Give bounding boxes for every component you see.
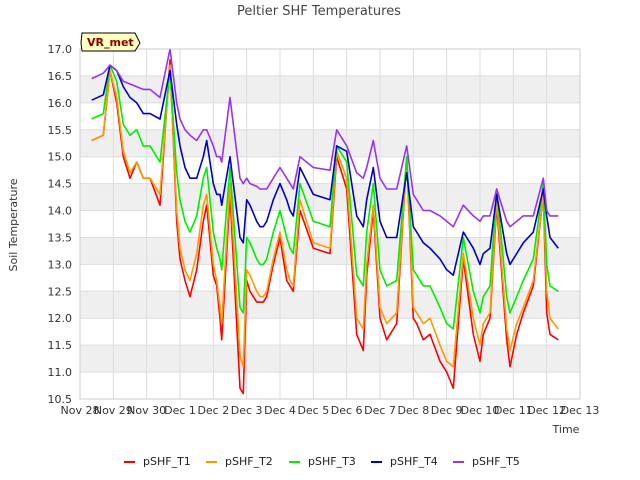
x-tick-label: Dec 9: [431, 404, 463, 417]
x-tick-label: Dec 10: [461, 404, 500, 417]
legend: pSHF_T1 pSHF_T2 pSHF_T3 pSHF_T4 pSHF_T5: [124, 455, 520, 468]
legend-label-pSHF_T5: pSHF_T5: [472, 455, 520, 468]
legend-label-pSHF_T1: pSHF_T1: [143, 455, 191, 468]
y-tick-label: 11.5: [48, 339, 73, 352]
background-band: [80, 291, 580, 319]
x-axis-label: Time: [552, 423, 580, 436]
x-tick-label: Dec 1: [164, 404, 196, 417]
site-badge-label: VR_met: [87, 36, 134, 49]
series-line-pSHF_T2: [91, 64, 559, 368]
x-tick-label: Dec 7: [364, 404, 396, 417]
y-tick-label: 16.0: [48, 97, 73, 110]
y-tick-label: 10.5: [48, 393, 73, 406]
legend-label-pSHF_T3: pSHF_T3: [308, 455, 356, 468]
x-tick-label: Nov 29: [94, 404, 133, 417]
y-tick-label: 15.5: [48, 124, 73, 137]
x-tick-label: Dec 2: [197, 404, 229, 417]
site-badge: VR_met: [80, 32, 141, 52]
x-tick-label: Nov 28: [61, 404, 100, 417]
series-line-pSHF_T4: [91, 64, 559, 277]
y-tick-label: 14.0: [48, 205, 73, 218]
x-tick-label: Dec 4: [264, 404, 296, 417]
y-tick-label: 13.5: [48, 231, 73, 244]
y-tick-label: 15.0: [48, 151, 73, 164]
series-line-pSHF_T5: [91, 48, 559, 228]
y-axis-label: Soil Temperature: [7, 178, 20, 271]
y-tick-label: 17.0: [48, 43, 73, 56]
x-tick-label: Dec 13: [561, 404, 600, 417]
x-tick-label: Dec 8: [397, 404, 429, 417]
legend-label-pSHF_T4: pSHF_T4: [390, 455, 438, 468]
x-tick-label: Dec 11: [494, 404, 533, 417]
series-line-pSHF_T3: [91, 64, 559, 330]
y-tick-label: 12.0: [48, 312, 73, 325]
site-badge-shape: [80, 32, 141, 52]
series-line-pSHF_T1: [91, 58, 559, 395]
y-tick-label: 13.0: [48, 258, 73, 271]
plot-area: [91, 48, 559, 395]
y-tick-label: 16.5: [48, 70, 73, 83]
x-tick-label: Dec 3: [231, 404, 263, 417]
plot-frame: [79, 48, 581, 400]
x-tick-label: Dec 5: [297, 404, 329, 417]
legend-label-pSHF_T2: pSHF_T2: [225, 455, 273, 468]
x-tick-label: Dec 6: [331, 404, 363, 417]
x-tick-label: Dec 12: [527, 404, 566, 417]
background-band: [80, 75, 580, 103]
background-band: [80, 345, 580, 373]
y-tick-label: 14.5: [48, 178, 73, 191]
y-axis: 10.5 11.0 11.5 12.0 12.5 13.0 13.5 14.0 14.5 15.0…: [48, 43, 73, 406]
x-tick-label: Nov 30: [127, 404, 166, 417]
chart-title: Peltier SHF Temperatures: [237, 4, 401, 19]
y-tick-label: 12.5: [48, 285, 73, 298]
y-tick-label: 11.0: [48, 366, 73, 379]
